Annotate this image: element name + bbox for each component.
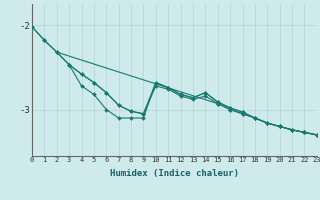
X-axis label: Humidex (Indice chaleur): Humidex (Indice chaleur)	[110, 169, 239, 178]
